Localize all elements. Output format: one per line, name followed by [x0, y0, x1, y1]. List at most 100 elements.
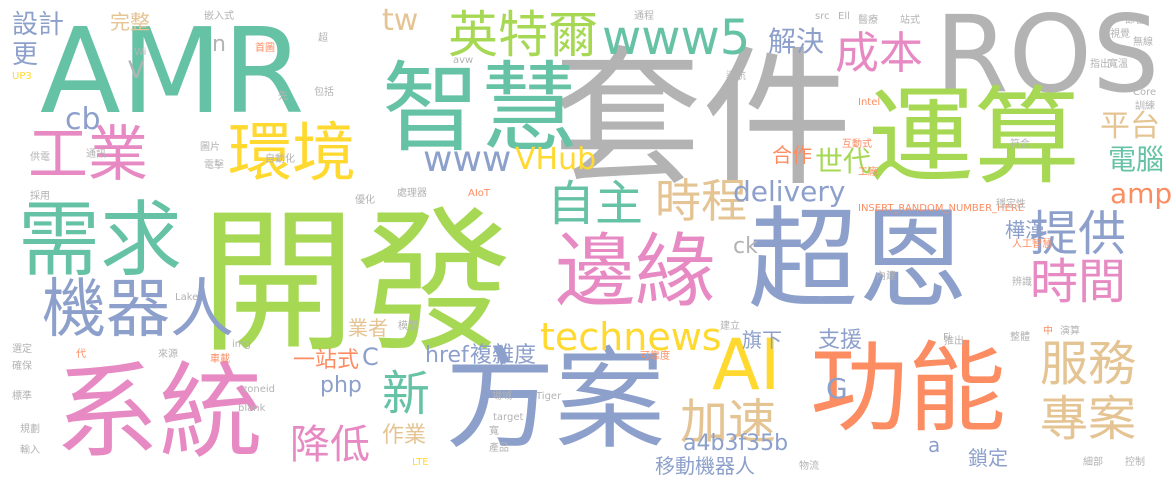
- word: 站式: [900, 15, 920, 26]
- word: 一站式: [293, 348, 360, 373]
- word: 複雜度: [470, 343, 537, 368]
- word: AMR: [40, 2, 305, 140]
- word: 機器人: [42, 273, 234, 347]
- word: 穩定性: [996, 199, 1026, 210]
- word: 模型: [398, 321, 418, 332]
- word: 符合: [1010, 139, 1030, 150]
- word: 產品: [489, 443, 509, 454]
- word: C: [362, 343, 379, 371]
- word: Ell: [838, 11, 850, 22]
- word: www: [423, 139, 512, 180]
- word: 包括: [314, 87, 334, 98]
- word: UP3: [12, 71, 32, 82]
- word: 指出: [1090, 59, 1110, 70]
- word: AI: [712, 324, 781, 406]
- word: 首圖: [255, 43, 275, 54]
- word: 先: [278, 91, 288, 102]
- word: 環境: [228, 117, 356, 191]
- word: 圖片: [200, 142, 220, 153]
- word: Core: [1133, 87, 1157, 98]
- word: 節省: [1125, 15, 1145, 26]
- word: ck: [733, 234, 758, 259]
- word: src: [815, 11, 830, 22]
- word: 通程: [634, 11, 654, 22]
- word: href: [425, 343, 469, 368]
- word: 功能: [810, 332, 1007, 446]
- word: 合作: [772, 143, 812, 167]
- word: 導航: [726, 71, 746, 82]
- word: www5: [602, 10, 751, 66]
- word: 選定: [12, 344, 32, 355]
- word: 無線: [1133, 37, 1153, 48]
- word: 新: [382, 366, 431, 422]
- word: 降低: [290, 422, 370, 468]
- word: 邊緣: [555, 225, 715, 318]
- word: 推出: [944, 336, 964, 347]
- word: 運算: [868, 76, 1080, 199]
- word: 嵌入式: [204, 11, 234, 22]
- word: LTE: [412, 457, 429, 468]
- word: Tiger: [536, 391, 562, 402]
- word: 供電: [30, 152, 50, 163]
- word: 提供: [1030, 206, 1127, 262]
- word: 電擊: [204, 160, 224, 171]
- word: 演算: [1060, 326, 1080, 337]
- word: 互動式: [842, 139, 872, 150]
- word: 工廠: [858, 167, 878, 178]
- word: 時程: [655, 174, 747, 228]
- word: 旗下: [742, 328, 782, 352]
- word: avw: [453, 55, 474, 66]
- word: a: [928, 433, 941, 457]
- word: 作業: [382, 423, 427, 448]
- word: 確保: [12, 361, 32, 372]
- word: 內建: [876, 271, 896, 282]
- word: 優化: [355, 195, 375, 206]
- word: 支援: [818, 328, 863, 353]
- word: 中: [1043, 326, 1053, 337]
- word: 智慧: [382, 52, 579, 166]
- word: 方案: [445, 336, 665, 464]
- word: technews: [540, 315, 722, 359]
- word: V: [128, 56, 145, 84]
- word: 英特爾: [448, 6, 598, 64]
- word: 可靠度: [640, 351, 670, 362]
- word: Wi: [134, 47, 147, 58]
- word: 輸入: [20, 445, 40, 456]
- word: tw: [382, 3, 419, 38]
- word: 超: [318, 33, 328, 44]
- word: 解決: [768, 25, 825, 58]
- word: 開發: [200, 192, 512, 374]
- word: a4b3f35b: [683, 431, 789, 456]
- word: cb: [65, 102, 101, 137]
- word: VHub: [515, 142, 597, 177]
- word: 醫療: [858, 15, 878, 26]
- word: 樺漢: [1005, 218, 1045, 242]
- word: target: [493, 412, 524, 423]
- word: 套件: [552, 33, 853, 207]
- word: 服務: [1040, 336, 1137, 392]
- word: 加速: [680, 394, 777, 450]
- word: amp: [1110, 177, 1173, 210]
- word: Intel: [858, 97, 881, 108]
- word: 物流: [799, 461, 819, 472]
- word: 世代: [815, 145, 872, 178]
- word: 細部: [1083, 457, 1103, 468]
- word: ROS: [935, 0, 1160, 116]
- word: INSERT_RANDOM_NUMBER_HERE: [858, 203, 1025, 214]
- word: 規劃: [20, 424, 40, 435]
- word: n: [212, 32, 226, 57]
- word: 自動化: [265, 154, 295, 165]
- word: 建立: [720, 321, 740, 332]
- word: Fi: [943, 332, 951, 343]
- word: 平台: [1100, 109, 1160, 144]
- word: 控制: [1125, 457, 1145, 468]
- word: 更: [12, 40, 39, 70]
- word: 人工智慧: [1012, 239, 1052, 250]
- word: 系統: [55, 351, 264, 473]
- word: 訓練: [1135, 101, 1155, 112]
- word: 工業: [28, 120, 148, 190]
- word: 電腦: [1108, 143, 1165, 176]
- word: G: [826, 372, 848, 405]
- word: 專案: [1040, 391, 1137, 447]
- word: delivery: [733, 175, 846, 208]
